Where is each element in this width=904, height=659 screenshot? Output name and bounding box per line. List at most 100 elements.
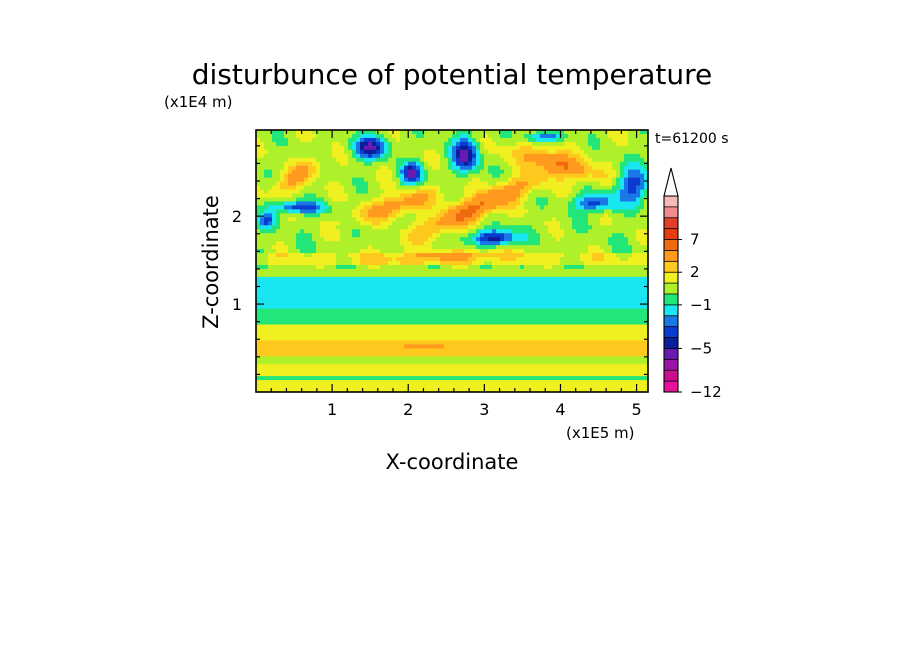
field-cell: [552, 217, 557, 222]
field-cell: [376, 157, 381, 163]
field-cell: [280, 157, 285, 163]
field-cell: [512, 157, 517, 163]
field-cell: [280, 388, 285, 392]
field-cell: [412, 336, 417, 341]
field-cell: [516, 209, 521, 214]
field-cell: [384, 237, 389, 242]
field-cell: [424, 368, 429, 373]
field-cell: [384, 344, 389, 349]
field-cell: [428, 328, 433, 334]
field-cell: [484, 153, 489, 159]
field-cell: [256, 257, 261, 262]
field-cell: [288, 344, 293, 349]
field-cell: [280, 217, 285, 222]
field-cell: [532, 348, 537, 353]
field-cell: [284, 336, 289, 341]
field-cell: [504, 177, 509, 183]
field-cell: [264, 249, 269, 254]
field-cell: [556, 197, 561, 203]
field-cell: [488, 372, 493, 377]
field-cell: [420, 284, 425, 290]
field-cell: [304, 296, 309, 302]
field-cell: [456, 245, 461, 250]
field-cell: [336, 145, 341, 151]
field-cell: [496, 241, 501, 246]
field-cell: [432, 364, 437, 369]
field-cell: [416, 177, 421, 183]
field-cell: [400, 229, 405, 234]
field-cell: [472, 328, 477, 334]
field-cell: [348, 320, 353, 326]
field-cell: [308, 272, 313, 278]
field-cell: [428, 352, 433, 357]
field-cell: [332, 356, 337, 361]
field-cell: [356, 221, 361, 226]
field-cell: [396, 312, 401, 318]
field-cell: [256, 312, 261, 318]
field-cell: [444, 276, 449, 282]
field-cell: [340, 364, 345, 369]
field-cell: [280, 320, 285, 326]
field-cell: [408, 229, 413, 234]
field-cell: [408, 388, 413, 392]
field-cell: [280, 233, 285, 238]
field-cell: [296, 261, 301, 266]
field-cell: [288, 380, 293, 385]
field-cell: [276, 288, 281, 294]
field-cell: [288, 312, 293, 318]
field-cell: [396, 193, 401, 199]
field-cell: [432, 324, 437, 330]
field-cell: [548, 384, 553, 389]
field-cell: [356, 205, 361, 210]
field-cell: [496, 209, 501, 214]
field-cell: [352, 316, 357, 322]
field-cell: [524, 253, 529, 258]
field-cell: [300, 130, 305, 135]
field-cell: [308, 141, 313, 147]
field-cell: [508, 197, 513, 203]
field-cell: [552, 145, 557, 151]
field-cell: [440, 221, 445, 226]
field-cell: [512, 280, 517, 286]
field-cell: [496, 360, 501, 365]
field-cell: [408, 130, 413, 135]
field-cell: [528, 324, 533, 330]
field-cell: [456, 205, 461, 210]
field-cell: [388, 316, 393, 322]
field-cell: [396, 288, 401, 294]
field-cell: [524, 332, 529, 338]
field-cell: [376, 360, 381, 365]
field-cell: [272, 280, 277, 286]
field-cell: [412, 253, 417, 258]
field-cell: [312, 209, 317, 214]
field-cell: [300, 332, 305, 338]
field-cell: [404, 272, 409, 278]
field-cell: [268, 264, 273, 270]
field-cell: [296, 308, 301, 314]
field-cell: [264, 173, 269, 179]
field-cell: [268, 177, 273, 183]
field-cell: [308, 209, 313, 214]
field-cell: [536, 308, 541, 314]
field-cell: [472, 324, 477, 330]
field-cell: [372, 161, 377, 167]
field-cell: [500, 364, 505, 369]
field-cell: [400, 344, 405, 349]
field-cell: [260, 268, 265, 274]
field-cell: [488, 189, 493, 195]
field-cell: [344, 368, 349, 373]
field-cell: [272, 209, 277, 214]
field-cell: [268, 336, 273, 341]
field-cell: [372, 193, 377, 199]
field-cell: [468, 225, 473, 230]
field-cell: [388, 253, 393, 258]
field-cell: [264, 253, 269, 258]
field-cell: [416, 380, 421, 385]
field-cell: [428, 257, 433, 262]
field-cell: [472, 221, 477, 226]
field-cell: [304, 133, 309, 139]
field-cell: [256, 141, 261, 147]
field-cell: [468, 364, 473, 369]
field-cell: [440, 145, 445, 151]
field-cell: [504, 324, 509, 330]
